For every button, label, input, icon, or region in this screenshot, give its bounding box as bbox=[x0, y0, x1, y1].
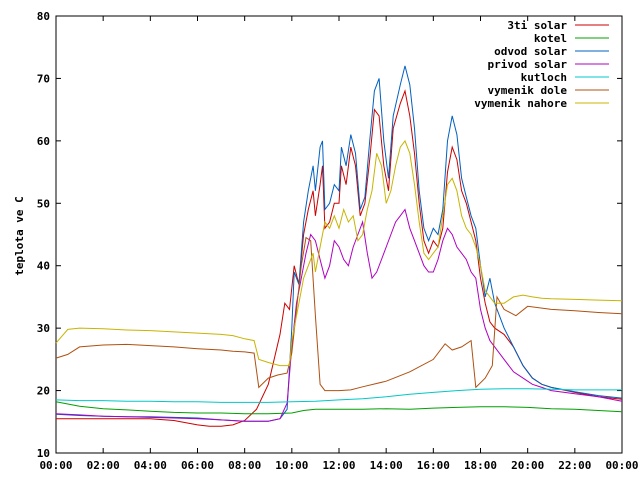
x-tick-label: 00:00 bbox=[605, 459, 638, 472]
y-axis-label: teplota ve C bbox=[13, 196, 26, 275]
legend-label: kutloch bbox=[521, 71, 567, 84]
x-tick-label: 08:00 bbox=[228, 459, 261, 472]
x-tick-label: 02:00 bbox=[87, 459, 120, 472]
x-tick-label: 14:00 bbox=[370, 459, 403, 472]
series-line-vymenik-dole bbox=[55, 236, 623, 392]
x-tick-label: 20:00 bbox=[511, 459, 544, 472]
x-tick-label: 16:00 bbox=[417, 459, 450, 472]
x-tick-label: 22:00 bbox=[558, 459, 591, 472]
series-lines bbox=[55, 65, 623, 427]
series-line-kutloch bbox=[55, 388, 622, 403]
y-tick-label: 60 bbox=[37, 135, 50, 148]
series-line-vymenik-nahore bbox=[55, 139, 623, 367]
x-tick-label: 04:00 bbox=[134, 459, 167, 472]
series-line-odvod-solar bbox=[55, 65, 623, 422]
y-tick-label: 30 bbox=[37, 322, 50, 335]
x-tick-label: 12:00 bbox=[322, 459, 355, 472]
legend-label: odvod solar bbox=[494, 45, 567, 58]
legend-label: 3ti solar bbox=[507, 19, 567, 32]
y-tick-label: 20 bbox=[37, 385, 50, 398]
y-tick-label: 10 bbox=[37, 447, 50, 460]
series-line-privod-solar bbox=[55, 208, 623, 422]
series-line-kotel bbox=[55, 401, 623, 415]
x-tick-label: 10:00 bbox=[275, 459, 308, 472]
x-axis: 00:00 02:00 04:00 06:00 08:00 10:00 12:00 14:00… bbox=[39, 16, 639, 472]
series-line-3ti-solar bbox=[56, 89, 623, 427]
y-axis: 10 20 30 40 50 60 70 80 bbox=[37, 10, 622, 460]
legend-label: vymenik nahore bbox=[474, 97, 567, 110]
y-tick-label: 80 bbox=[37, 10, 50, 23]
x-tick-label: 06:00 bbox=[181, 459, 214, 472]
y-tick-label: 50 bbox=[37, 197, 50, 210]
y-tick-label: 40 bbox=[37, 260, 50, 273]
x-tick-label: 18:00 bbox=[464, 459, 497, 472]
x-tick-label: 00:00 bbox=[39, 459, 72, 472]
legend-label: kotel bbox=[534, 32, 567, 45]
legend-label: vymenik dole bbox=[488, 84, 568, 97]
y-tick-label: 70 bbox=[37, 72, 50, 85]
legend-label: privod solar bbox=[488, 58, 568, 71]
